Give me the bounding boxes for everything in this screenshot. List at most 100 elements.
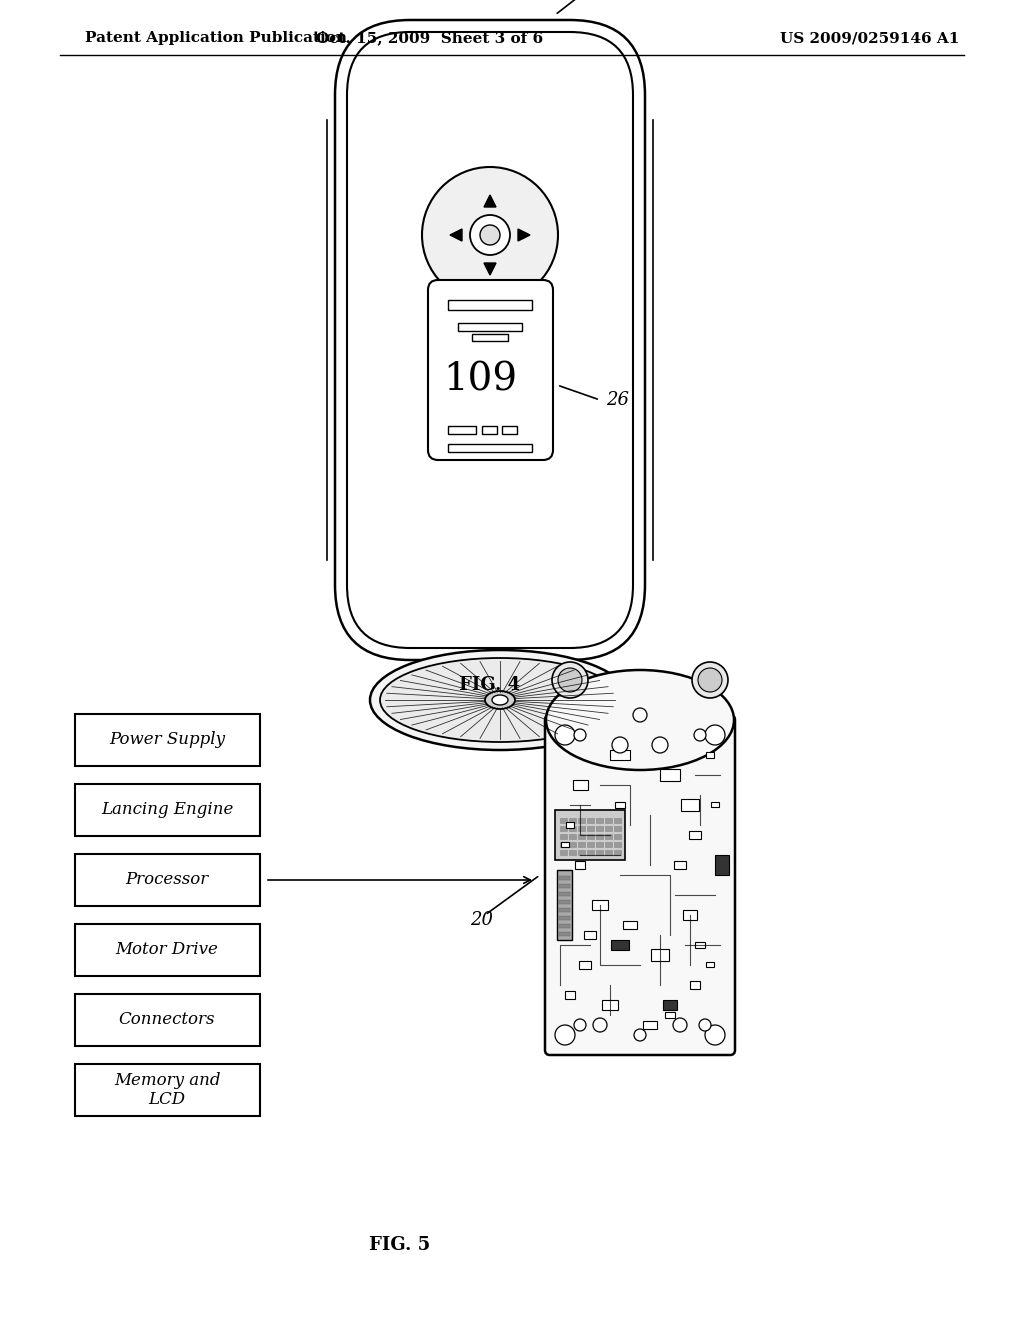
FancyBboxPatch shape	[472, 334, 508, 341]
FancyBboxPatch shape	[575, 861, 585, 869]
FancyBboxPatch shape	[706, 962, 714, 968]
Polygon shape	[518, 228, 530, 242]
FancyBboxPatch shape	[689, 832, 701, 840]
Circle shape	[705, 1026, 725, 1045]
FancyBboxPatch shape	[560, 818, 567, 822]
FancyBboxPatch shape	[587, 818, 594, 822]
FancyBboxPatch shape	[605, 842, 612, 847]
FancyBboxPatch shape	[605, 850, 612, 855]
FancyBboxPatch shape	[573, 780, 588, 789]
FancyBboxPatch shape	[690, 981, 700, 989]
FancyBboxPatch shape	[596, 850, 603, 855]
FancyBboxPatch shape	[569, 850, 575, 855]
FancyBboxPatch shape	[335, 20, 645, 660]
FancyBboxPatch shape	[614, 850, 621, 855]
FancyBboxPatch shape	[578, 834, 585, 840]
Text: 109: 109	[443, 362, 517, 399]
FancyBboxPatch shape	[559, 884, 570, 888]
FancyBboxPatch shape	[596, 834, 603, 840]
FancyBboxPatch shape	[587, 834, 594, 840]
FancyBboxPatch shape	[681, 799, 699, 810]
FancyBboxPatch shape	[587, 842, 594, 847]
Circle shape	[692, 663, 728, 698]
Circle shape	[673, 1018, 687, 1032]
FancyBboxPatch shape	[482, 426, 497, 434]
FancyBboxPatch shape	[565, 991, 575, 999]
Circle shape	[422, 168, 558, 304]
FancyBboxPatch shape	[587, 826, 594, 832]
Ellipse shape	[370, 649, 630, 750]
FancyBboxPatch shape	[578, 826, 585, 832]
FancyBboxPatch shape	[683, 909, 697, 920]
FancyBboxPatch shape	[569, 826, 575, 832]
FancyBboxPatch shape	[545, 715, 735, 1055]
Circle shape	[470, 215, 510, 255]
FancyBboxPatch shape	[596, 826, 603, 832]
FancyBboxPatch shape	[711, 803, 719, 807]
FancyBboxPatch shape	[605, 834, 612, 840]
FancyBboxPatch shape	[75, 924, 260, 975]
Text: Connectors: Connectors	[119, 1011, 215, 1028]
Circle shape	[480, 224, 500, 246]
FancyBboxPatch shape	[614, 826, 621, 832]
FancyBboxPatch shape	[557, 870, 572, 940]
Circle shape	[574, 729, 586, 741]
Circle shape	[705, 725, 725, 744]
Text: Processor: Processor	[125, 871, 209, 888]
Text: US 2009/0259146 A1: US 2009/0259146 A1	[780, 30, 959, 45]
FancyBboxPatch shape	[555, 810, 625, 861]
Text: Oct. 15, 2009  Sheet 3 of 6: Oct. 15, 2009 Sheet 3 of 6	[316, 30, 544, 45]
Circle shape	[555, 1026, 575, 1045]
Ellipse shape	[380, 657, 620, 742]
FancyBboxPatch shape	[605, 826, 612, 832]
Circle shape	[652, 737, 668, 752]
FancyBboxPatch shape	[660, 770, 680, 781]
FancyBboxPatch shape	[560, 826, 567, 832]
FancyBboxPatch shape	[715, 855, 729, 875]
Circle shape	[593, 1018, 607, 1032]
FancyBboxPatch shape	[578, 842, 585, 847]
Text: FIG. 5: FIG. 5	[370, 1236, 431, 1254]
FancyBboxPatch shape	[502, 426, 517, 434]
FancyBboxPatch shape	[611, 940, 629, 950]
FancyBboxPatch shape	[610, 750, 630, 760]
FancyBboxPatch shape	[614, 818, 621, 822]
Circle shape	[698, 668, 722, 692]
Ellipse shape	[485, 690, 515, 709]
FancyBboxPatch shape	[449, 300, 532, 310]
FancyBboxPatch shape	[623, 921, 637, 929]
FancyBboxPatch shape	[559, 892, 570, 896]
FancyBboxPatch shape	[579, 961, 591, 969]
FancyBboxPatch shape	[75, 714, 260, 766]
Polygon shape	[450, 228, 462, 242]
Polygon shape	[484, 263, 496, 275]
Ellipse shape	[492, 696, 508, 705]
Circle shape	[574, 1019, 586, 1031]
Circle shape	[699, 1019, 711, 1031]
FancyBboxPatch shape	[559, 908, 570, 912]
FancyBboxPatch shape	[559, 932, 570, 936]
FancyBboxPatch shape	[587, 850, 594, 855]
FancyBboxPatch shape	[559, 916, 570, 920]
FancyBboxPatch shape	[615, 803, 625, 808]
FancyBboxPatch shape	[560, 834, 567, 840]
FancyBboxPatch shape	[614, 842, 621, 847]
FancyBboxPatch shape	[560, 842, 567, 847]
Circle shape	[555, 725, 575, 744]
Text: FIG. 4: FIG. 4	[460, 676, 520, 694]
FancyBboxPatch shape	[605, 818, 612, 822]
FancyBboxPatch shape	[569, 842, 575, 847]
FancyBboxPatch shape	[75, 994, 260, 1045]
Text: Memory and
LCD: Memory and LCD	[114, 1072, 220, 1109]
FancyBboxPatch shape	[428, 280, 553, 459]
FancyBboxPatch shape	[569, 818, 575, 822]
FancyBboxPatch shape	[651, 949, 669, 961]
FancyBboxPatch shape	[75, 1064, 260, 1115]
Text: Lancing Engine: Lancing Engine	[100, 801, 233, 818]
Text: Power Supply: Power Supply	[109, 731, 225, 748]
FancyBboxPatch shape	[596, 842, 603, 847]
Text: Patent Application Publication: Patent Application Publication	[85, 30, 347, 45]
FancyBboxPatch shape	[578, 818, 585, 822]
Circle shape	[612, 737, 628, 752]
FancyBboxPatch shape	[592, 900, 608, 909]
